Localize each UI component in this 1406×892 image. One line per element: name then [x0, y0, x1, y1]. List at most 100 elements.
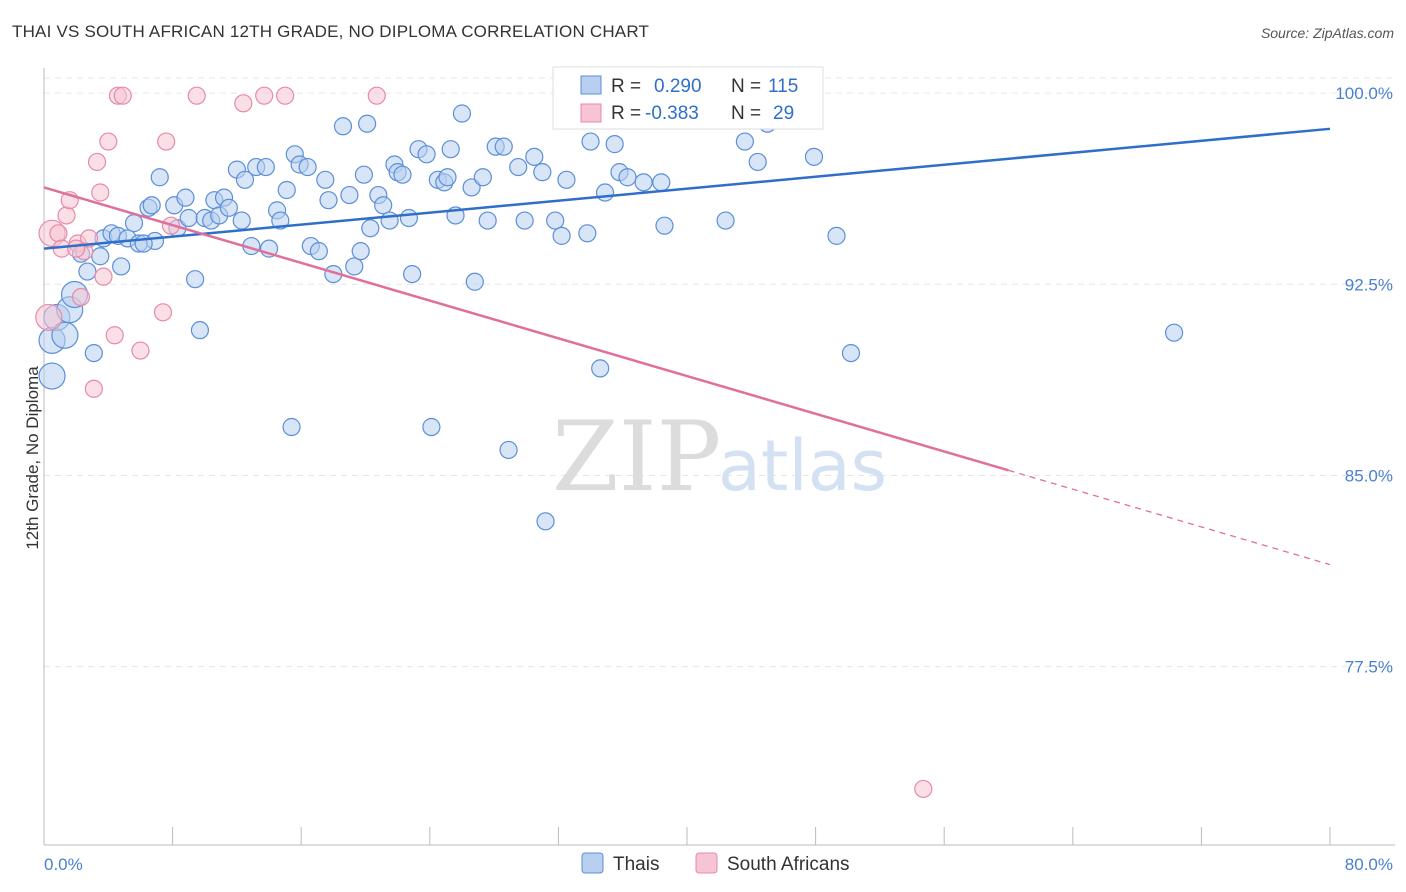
thais-point — [595, 183, 615, 202]
thais-point — [525, 147, 544, 166]
south-africans-point — [67, 239, 86, 258]
thais-point — [361, 219, 380, 238]
south-africans-point — [187, 86, 206, 105]
thais-point — [1164, 323, 1184, 342]
thais-point — [358, 114, 377, 133]
legend-r-label-thais: R = — [611, 76, 641, 97]
thais-point — [298, 157, 317, 177]
south-africans-point — [94, 267, 113, 286]
thais-point — [345, 257, 364, 276]
y-tick-labels: 100.0% 92.5% 85.0% 77.5% — [1335, 84, 1393, 676]
series-legend: Thais South Africans — [581, 852, 850, 875]
south-africans-point — [276, 86, 295, 105]
legend-r-value-south-africans: -0.383 — [645, 103, 699, 124]
axes — [43, 68, 1395, 846]
thais-point — [38, 362, 66, 390]
thais-point — [186, 270, 205, 289]
thais-point — [716, 211, 735, 230]
thais-point — [748, 152, 767, 172]
thais-point — [735, 132, 754, 151]
south-africans-point — [87, 152, 107, 172]
thais-point — [351, 242, 370, 261]
thais-point — [309, 242, 328, 261]
thais-point — [316, 170, 335, 189]
thais-point — [581, 132, 600, 151]
south-africans-point — [91, 183, 110, 202]
trend-line-south-africans — [43, 186, 1009, 472]
legend-n-label-south-africans: N = — [731, 103, 761, 124]
grid-lines — [44, 77, 1395, 668]
thais-point — [618, 168, 637, 187]
thais-point — [478, 211, 497, 230]
legend-swatch-thais — [580, 75, 602, 95]
south-africans-point — [71, 287, 91, 307]
thais-point — [515, 211, 534, 230]
thais-point — [465, 272, 484, 291]
thais-point — [578, 224, 597, 243]
thais-point — [655, 216, 674, 235]
south-africans-point — [49, 224, 68, 243]
thais-point — [374, 196, 393, 215]
thais-point — [536, 512, 555, 531]
thais-point — [256, 157, 275, 177]
thais-point — [91, 247, 110, 266]
thais-point — [142, 196, 161, 215]
x-tick-label-max: 80.0% — [1345, 855, 1393, 874]
thais-point — [271, 211, 290, 230]
thais-point — [403, 264, 422, 284]
south-africans-point — [99, 132, 118, 151]
thais-point — [634, 173, 653, 192]
legend-n-value-south-africans: 29 — [773, 103, 794, 124]
x-tick-label-min: 0.0% — [44, 855, 83, 874]
thais-point — [232, 211, 251, 230]
south-africans-point — [113, 86, 132, 105]
legend-n-label-thais: N = — [731, 76, 761, 97]
legend-r-label-south-africans: R = — [611, 103, 641, 124]
chart-title: THAI VS SOUTH AFRICAN 12TH GRADE, NO DIP… — [12, 22, 650, 41]
thais-point — [319, 191, 338, 210]
thais-point — [340, 185, 359, 205]
thais-point — [333, 117, 353, 136]
south-africans-point — [79, 229, 99, 248]
legend-swatch-south-africans — [580, 103, 602, 123]
thais-point — [557, 170, 576, 189]
thais-point — [78, 262, 97, 281]
thais-point — [652, 173, 671, 192]
watermark-zip: ZIP — [552, 401, 721, 513]
y-axis-label: 12th Grade, No Diploma — [23, 366, 42, 550]
trend-lines — [43, 127, 1331, 566]
thais-point — [509, 157, 528, 177]
thais-point — [422, 417, 441, 437]
bottom-legend-label-thais: Thais — [613, 854, 659, 875]
watermark: ZIP atlas — [552, 401, 887, 513]
thais-point — [473, 168, 492, 187]
thais-point — [841, 344, 861, 363]
thais-point — [179, 208, 198, 228]
thais-point — [499, 440, 518, 460]
thais-point — [399, 208, 419, 228]
thais-point — [190, 321, 210, 340]
south-africans-point — [84, 379, 103, 398]
thais-point — [827, 226, 846, 245]
legend-r-value-thais: 0.290 — [654, 76, 702, 97]
y-tick-label: 92.5% — [1345, 275, 1393, 294]
south-africans-point — [153, 303, 173, 322]
watermark-atlas: atlas — [718, 425, 887, 507]
south-africans-point — [367, 86, 386, 105]
y-tick-label: 77.5% — [1345, 658, 1393, 677]
south-africans-point — [234, 94, 253, 113]
thais-point — [417, 145, 436, 164]
thais-point — [124, 214, 144, 233]
south-africans-point — [57, 206, 76, 225]
thais-point — [546, 211, 565, 230]
thais-point — [462, 178, 481, 197]
south-africans-point — [157, 132, 176, 151]
thais-point — [438, 168, 457, 187]
thais-point — [605, 135, 624, 154]
chart-source: Source: ZipAtlas.com — [1260, 25, 1394, 41]
y-tick-label: 100.0% — [1335, 84, 1393, 103]
thais-point — [393, 165, 412, 184]
south-africans-point — [131, 341, 150, 360]
trend-line-thais — [43, 127, 1331, 250]
